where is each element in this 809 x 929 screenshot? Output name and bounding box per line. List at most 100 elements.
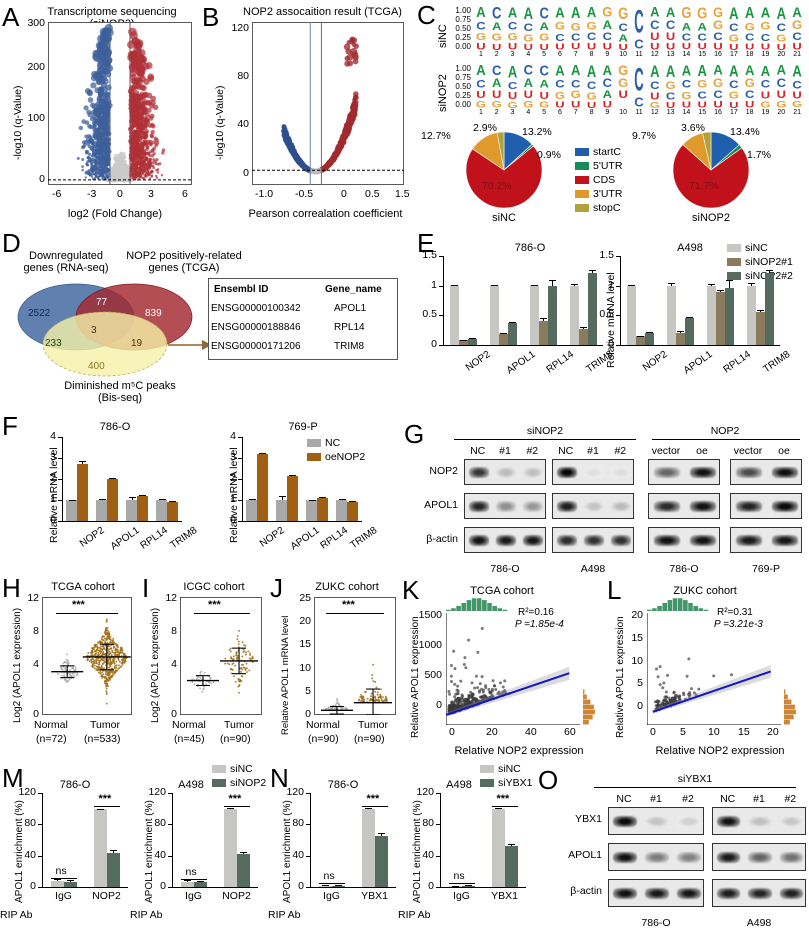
logo-letter: U bbox=[729, 42, 739, 52]
logo-letter: U bbox=[555, 41, 565, 52]
blot-band bbox=[523, 501, 544, 512]
error-cap bbox=[319, 496, 327, 498]
blot-lane-header-#2: #2 bbox=[526, 445, 539, 457]
logo-position-label: 8 bbox=[589, 109, 594, 116]
logo-letter: G bbox=[744, 76, 755, 90]
logo-letter: A bbox=[539, 77, 549, 91]
logo-position-label: 12 bbox=[650, 51, 659, 58]
panel-c-pie-sinc-5utr: 0.9% bbox=[537, 149, 561, 161]
logo-position-label: 6 bbox=[557, 109, 562, 116]
panel-a-scatter bbox=[48, 22, 192, 185]
panel-b-title: NOP2 assocaition result (TCGA) bbox=[243, 6, 402, 18]
blot-row-label-YBX1: YBX1 bbox=[575, 813, 602, 825]
panel-l-xlabel: Relative NOP2 expression bbox=[655, 745, 785, 757]
panel-d-set-right-l2: genes (TCGA) bbox=[148, 262, 220, 274]
panel-d-count-right-bottom: 19 bbox=[131, 338, 143, 349]
error-cap bbox=[109, 477, 117, 479]
blot-band bbox=[556, 467, 577, 478]
panel-j-sigbar bbox=[326, 613, 384, 614]
panel-g-group-header-nop2: NOP2 bbox=[710, 425, 740, 437]
y-tick-mark bbox=[306, 887, 310, 888]
logo-letter: A bbox=[665, 3, 676, 21]
logo-letter: U bbox=[571, 41, 581, 52]
error-cap bbox=[98, 499, 106, 501]
bar-YBX1-siYBX1 bbox=[374, 836, 388, 887]
panel-m-letter: M bbox=[2, 763, 24, 793]
logo-letter: C bbox=[729, 78, 739, 92]
error-bar bbox=[381, 833, 382, 837]
y-tick-label: 40 bbox=[154, 848, 166, 861]
legend-swatch-stopC bbox=[575, 204, 589, 212]
blot-band bbox=[689, 535, 717, 546]
annotation-bar bbox=[50, 877, 77, 879]
panel-o-underline bbox=[594, 787, 796, 788]
category-label-NOP2: NOP2 bbox=[92, 890, 121, 902]
panel-f-chart0-title: 786-O bbox=[99, 421, 131, 433]
legend-swatch-startC bbox=[575, 148, 589, 156]
error-cap bbox=[184, 879, 191, 881]
panel-d: D Downregulated genes (RNA-seq) NOP2 pos… bbox=[0, 228, 415, 404]
panel-e-chart-786o: 0 0.5 1 1.5 NOP2 APOL1 RPL14 TRIM8 bbox=[422, 249, 615, 377]
panel-a-ytick-100: 100 bbox=[27, 112, 45, 124]
y-tick-label: 0 bbox=[30, 880, 36, 892]
panel-b: B NOP2 assocaition result (TCGA) -log10 … bbox=[200, 0, 415, 225]
logo-letter: G bbox=[776, 99, 787, 110]
panel-h-letter: H bbox=[2, 573, 21, 603]
panel-f-legend: NC oeNOP2 bbox=[307, 437, 365, 465]
blot-cell-label-769-P: 769-P bbox=[751, 563, 781, 575]
blot-band bbox=[645, 815, 669, 828]
annotation-ns: ns bbox=[55, 864, 67, 877]
panel-i-group-normal: Normal bbox=[172, 719, 206, 731]
panel-n-legend: siNC siYBX1 bbox=[480, 763, 532, 791]
panel-h-title: TCGA cohort bbox=[51, 581, 115, 593]
panel-m-chart0-title: 786-O bbox=[59, 779, 91, 791]
panel-b-ytick-40: 40 bbox=[237, 118, 249, 130]
panel-k: K TCGA cohort Relative APOL1 expression … bbox=[400, 573, 605, 763]
logo-letter: U bbox=[523, 42, 534, 52]
bar-IgG-siNC bbox=[180, 881, 194, 887]
y-tick-mark bbox=[38, 855, 42, 857]
category-label-YBX1: YBX1 bbox=[491, 890, 518, 902]
blot-band bbox=[495, 467, 517, 478]
panel-d-table-r2c1: TRIM8 bbox=[334, 341, 364, 352]
annotation-bar bbox=[318, 882, 345, 884]
panel-d-count-left-right: 77 bbox=[96, 297, 108, 308]
logo-position-label: 13 bbox=[666, 109, 675, 116]
logo-letter: A bbox=[571, 3, 581, 22]
panel-b-xtick-1.5: 1.5 bbox=[395, 188, 410, 200]
bar-APOL1-siNOP2#2 bbox=[507, 323, 517, 345]
y-tick-mark bbox=[38, 887, 42, 888]
panel-c-logo1-ytick-0.50: 0.50 bbox=[455, 24, 471, 33]
panel-a-xtick--6: -6 bbox=[52, 188, 62, 200]
panel-o: O siYBX1 YBX1 APOL1 β-actin NC #1 #2 786-O NC #1… bbox=[536, 763, 809, 929]
panel-d-table-r0c1: APOL1 bbox=[334, 303, 367, 314]
blot-band-box-β-actin bbox=[608, 879, 704, 907]
logo-letter: U bbox=[539, 88, 549, 101]
bar-TRIM8-siNOP2#1 bbox=[578, 328, 588, 345]
bar-NOP2-NC bbox=[66, 500, 77, 521]
logo-position-label: 9 bbox=[605, 51, 610, 58]
blot-band-box-β-actin bbox=[648, 527, 720, 553]
logo-position-label: 17 bbox=[729, 51, 738, 58]
panel-m: M 786-O A498 APOL1 enrichment (%) APOL1 … bbox=[0, 763, 268, 929]
annotation-ns: ns bbox=[323, 869, 335, 882]
logo-letter: G bbox=[539, 99, 550, 110]
blot-cell-label-A498: A498 bbox=[746, 917, 772, 929]
y-tick-label: 0 bbox=[50, 514, 56, 526]
panel-l-xtick-10: 10 bbox=[708, 726, 720, 738]
logo-letter: G bbox=[539, 31, 550, 44]
logo-letter: C bbox=[618, 21, 628, 34]
logo-letter: U bbox=[492, 88, 502, 101]
error-cap bbox=[531, 285, 538, 287]
logo-letter: C bbox=[507, 79, 518, 92]
panel-c-pie-sinop2-stopC: 3.6% bbox=[681, 122, 705, 134]
error-cap bbox=[495, 807, 502, 809]
logo-letter: A bbox=[523, 3, 534, 23]
panel-d-table-header-gene: Gene_name bbox=[325, 284, 382, 295]
blot-band bbox=[613, 815, 637, 828]
bar-NOP2-oeNOP2 bbox=[257, 454, 268, 521]
logo-letter: U bbox=[650, 41, 660, 52]
legend-label-nc: NC bbox=[325, 437, 341, 449]
bar-TRIM8-siNOP2#2 bbox=[587, 272, 597, 345]
y-tick-label: 80 bbox=[154, 817, 166, 830]
